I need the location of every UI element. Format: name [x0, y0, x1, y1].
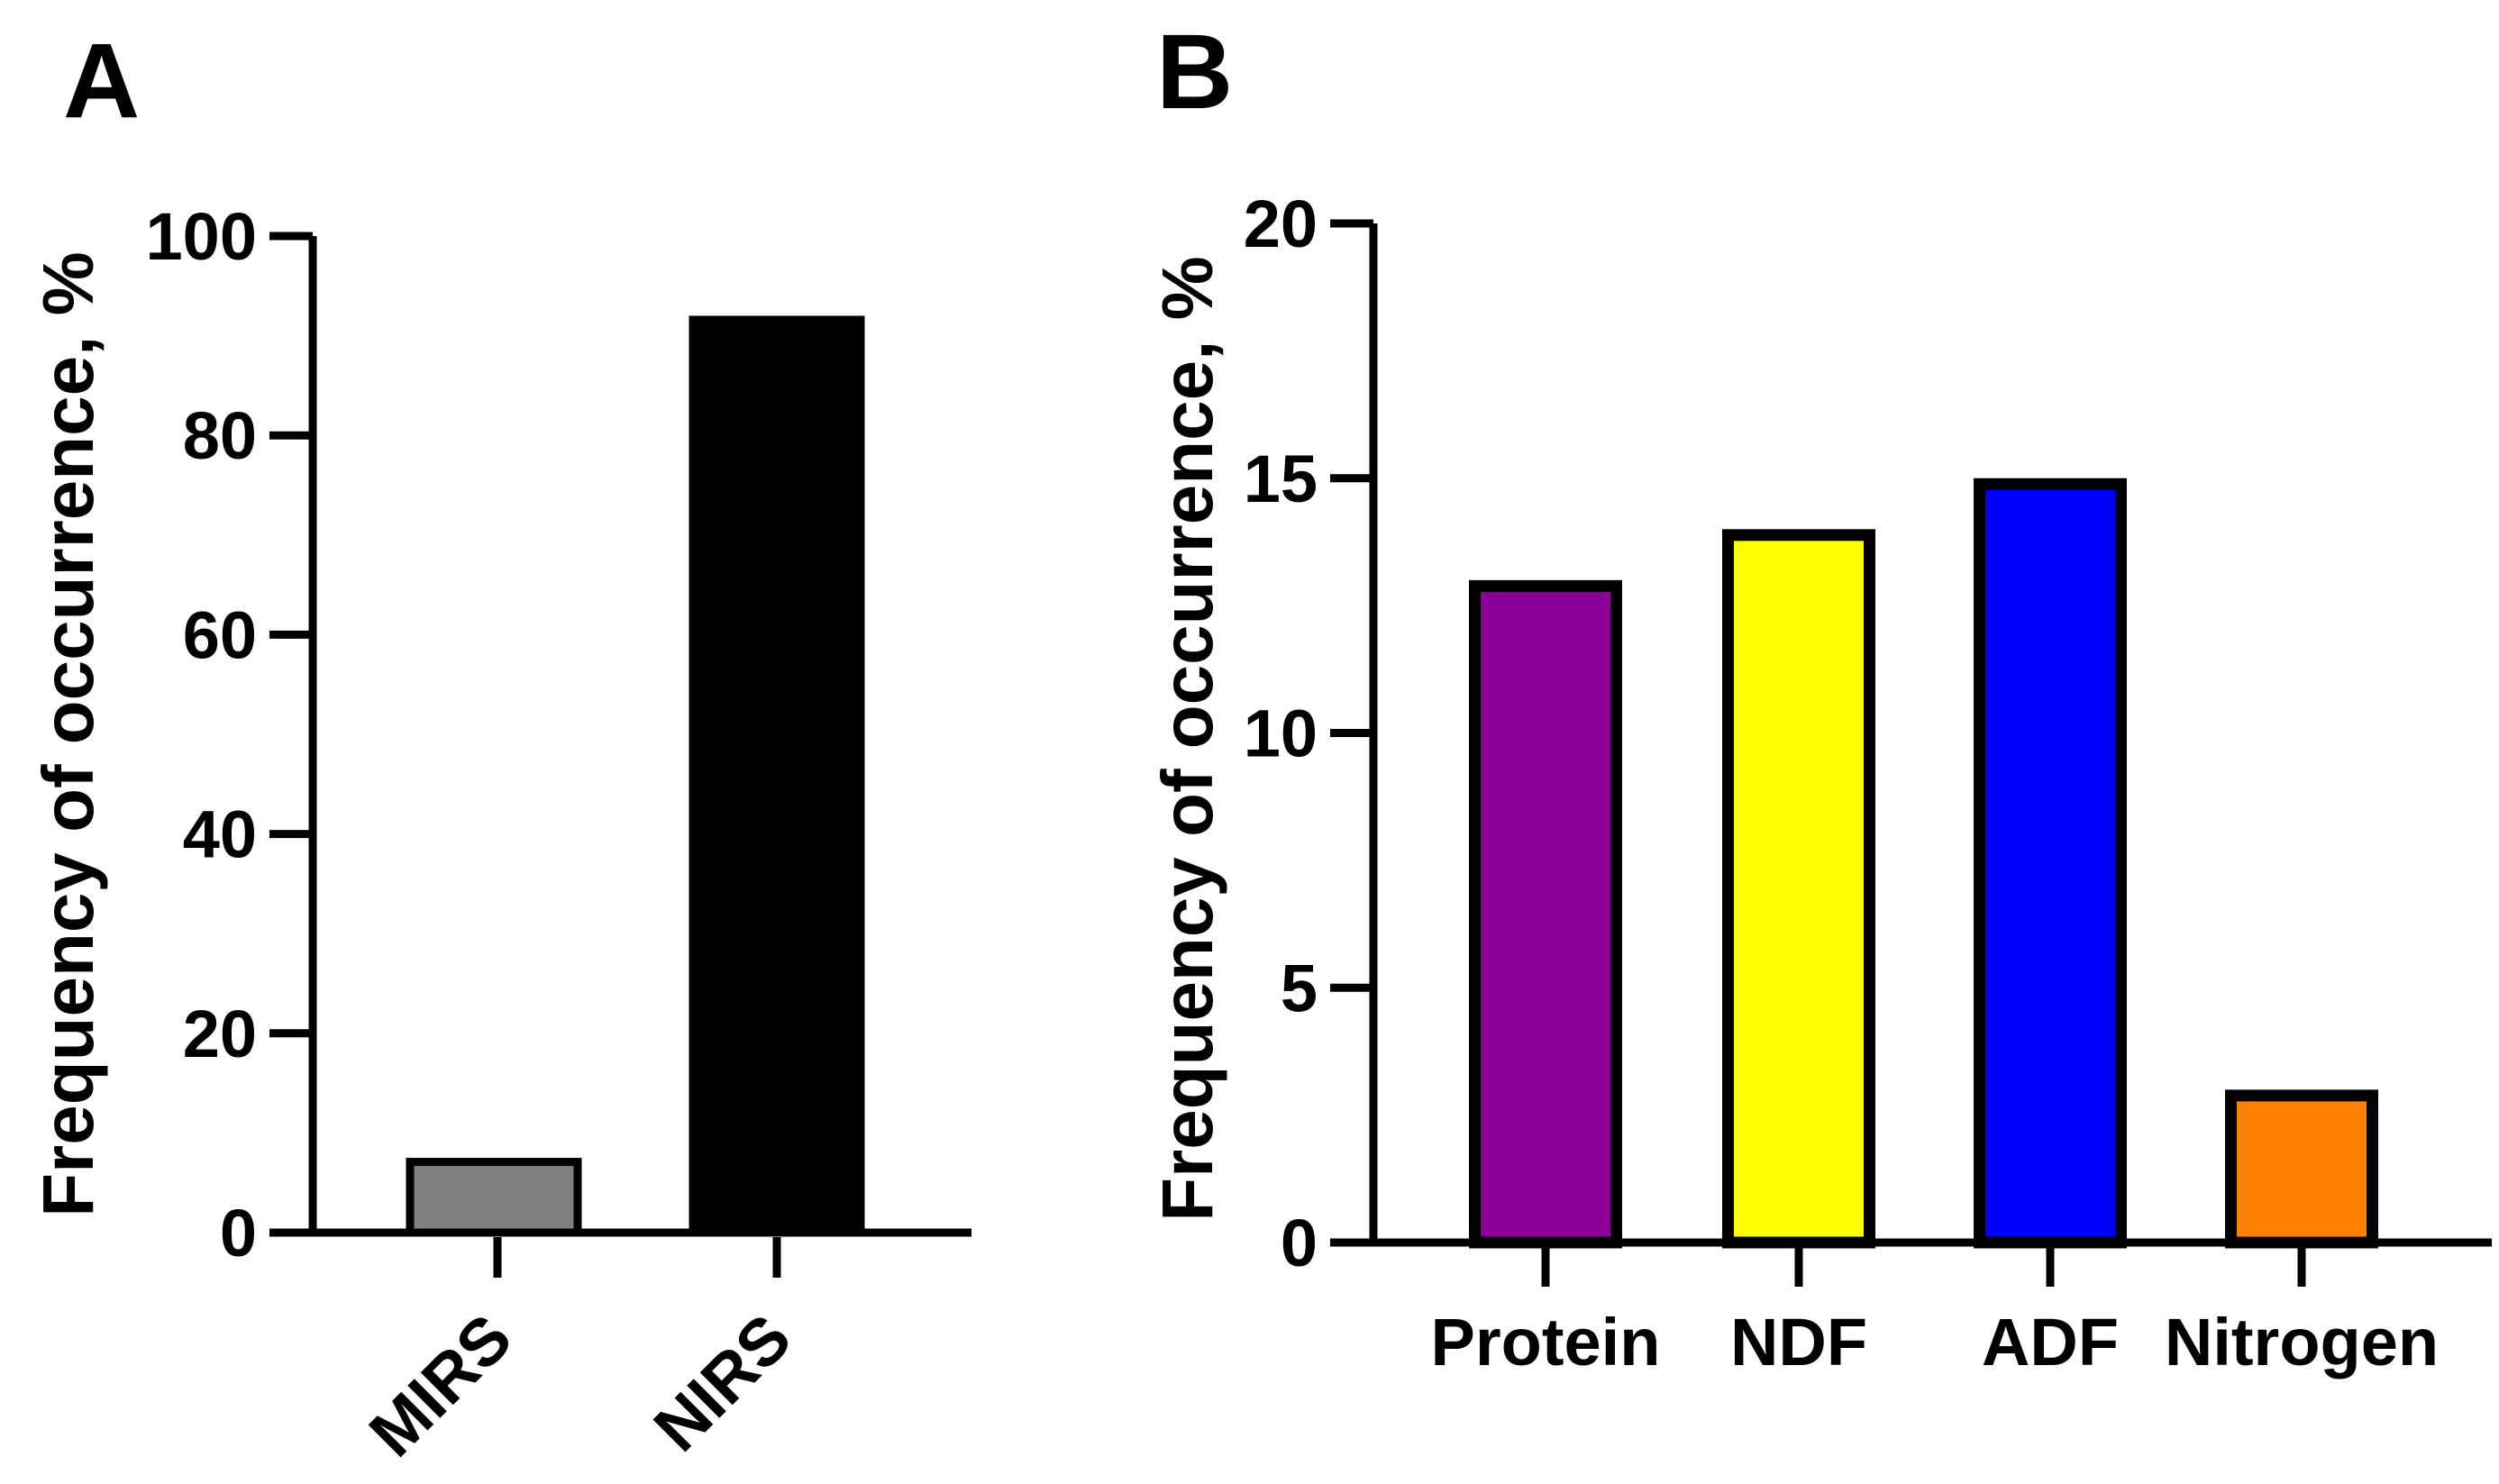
y-tick-label: 20 [1244, 187, 1318, 261]
y-tick-label: 60 [183, 597, 257, 672]
y-axis-title-a: Frequency of occurrence, % [28, 251, 108, 1216]
y-tick-label: 0 [220, 1196, 257, 1270]
panel-label-b: B [1156, 13, 1233, 132]
category-label-protein: Protein [1431, 1305, 1661, 1379]
y-tick-label: 40 [183, 797, 257, 872]
bar-ndf [1722, 529, 1875, 1249]
category-label-nitrogen: Nitrogen [2165, 1305, 2439, 1379]
panel-label-a: A [63, 22, 140, 141]
y-ticks-b: 0 5 10 15 20 [1244, 187, 1373, 1280]
chart-panel-b: B Frequency of occurrence, % 0 5 10 15 20 Pr… [1147, 13, 2492, 1379]
category-labels-b: Protein NDF ADF Nitrogen [1431, 1247, 2439, 1379]
bar-mirs [406, 1158, 582, 1237]
bars-a [406, 315, 865, 1237]
y-axis-title-b: Frequency of occurrence, % [1147, 256, 1227, 1221]
bar-nitrogen [2225, 1089, 2378, 1249]
y-tick-label: 100 [146, 199, 257, 274]
chart-panel-a: A Frequency of occurrence, % 0 20 40 60 80 10… [28, 22, 971, 1470]
category-label-ndf: NDF [1730, 1305, 1867, 1379]
bars-b [1469, 478, 2378, 1249]
bar-adf [1974, 478, 2127, 1249]
y-tick-label: 15 [1244, 442, 1318, 516]
bar-nirs [689, 315, 865, 1237]
category-label-nirs: NIRS [640, 1300, 806, 1466]
category-label-adf: ADF [1982, 1305, 2119, 1379]
category-labels-a: MIRS NIRS [355, 1237, 806, 1471]
y-ticks-a: 0 20 40 60 80 100 [146, 199, 313, 1270]
y-tick-label: 80 [183, 398, 257, 473]
category-label-mirs: MIRS [355, 1300, 526, 1471]
y-tick-label: 20 [183, 997, 257, 1071]
bar-protein [1469, 579, 1622, 1249]
y-tick-label: 5 [1281, 951, 1318, 1025]
y-tick-label: 0 [1281, 1206, 1318, 1280]
y-tick-label: 10 [1244, 696, 1318, 771]
